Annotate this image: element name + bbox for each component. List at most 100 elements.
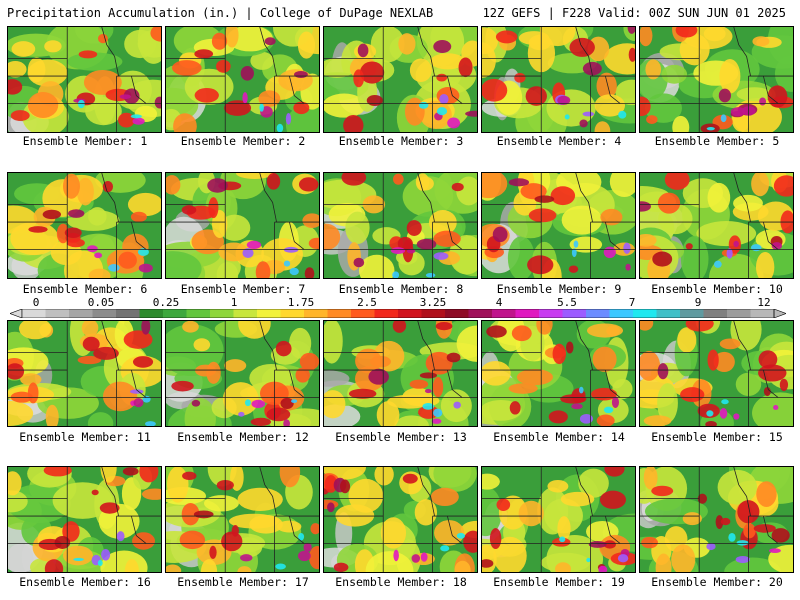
state-border-lines [640, 173, 793, 278]
colorbar-swatch [492, 309, 516, 318]
state-border-lines [482, 173, 635, 278]
precipitation-map [8, 27, 161, 132]
colorbar-swatch [609, 309, 634, 318]
colorbar-tick-label: 0.25 [152, 296, 180, 309]
state-border-lines [324, 321, 477, 426]
colorbar-min-arrow [10, 309, 23, 318]
precipitation-map [166, 27, 319, 132]
ensemble-member-label: Ensemble Member: 17 [177, 575, 309, 589]
ensemble-member-label: Ensemble Member: 8 [338, 282, 464, 296]
colorbar-swatch [750, 309, 775, 318]
colorbar-swatch [374, 309, 399, 318]
state-border-lines [640, 321, 793, 426]
colorbar-swatch [116, 309, 140, 318]
state-border-lines [166, 173, 319, 278]
precipitation-map [482, 173, 635, 278]
ensemble-member-label: Ensemble Member: 12 [177, 430, 309, 444]
ensemble-member-map [7, 172, 162, 279]
precipitation-map [166, 467, 319, 572]
ensemble-member-map [639, 320, 794, 427]
ensemble-member-map [639, 26, 794, 133]
ensemble-member-label: Ensemble Member: 7 [180, 282, 306, 296]
ensemble-member-label: Ensemble Member: 5 [654, 134, 780, 148]
precipitation-map [640, 27, 793, 132]
ensemble-member-label: Ensemble Member: 13 [335, 430, 467, 444]
colorbar-swatch [163, 309, 187, 318]
ensemble-member-label: Ensemble Member: 18 [335, 575, 467, 589]
colorbar-swatch [680, 309, 704, 318]
precipitation-map [482, 27, 635, 132]
ensemble-member-map [165, 172, 320, 279]
state-border-lines [324, 173, 477, 278]
precipitation-map [324, 173, 477, 278]
colorbar-tick-label: 3.25 [419, 296, 447, 309]
ensemble-member-map [323, 26, 478, 133]
colorbar-swatch [421, 309, 446, 318]
ensemble-member-map [7, 320, 162, 427]
colorbar-swatch [656, 309, 681, 318]
precipitation-map [166, 321, 319, 426]
colorbar-swatch [468, 309, 493, 318]
colorbar-tick-label: 2.5 [357, 296, 377, 309]
state-border-lines [166, 467, 319, 572]
ensemble-member-map [323, 172, 478, 279]
ensemble-member-label: Ensemble Member: 15 [651, 430, 783, 444]
state-border-lines [8, 321, 161, 426]
ensemble-member-map [481, 320, 636, 427]
colorbar-swatch [304, 309, 328, 318]
colorbar-swatch [703, 309, 728, 318]
colorbar-swatch [727, 309, 751, 318]
colorbar-swatch [22, 309, 46, 318]
precipitation-map [8, 321, 161, 426]
ensemble-member-label: Ensemble Member: 16 [19, 575, 151, 589]
ensemble-member-map [165, 26, 320, 133]
colorbar-swatch [210, 309, 234, 318]
precipitation-map [324, 467, 477, 572]
state-border-lines [8, 27, 161, 132]
ensemble-member-label: Ensemble Member: 9 [496, 282, 622, 296]
colorbar-swatch [233, 309, 258, 318]
ensemble-member-label: Ensemble Member: 10 [651, 282, 783, 296]
state-border-lines [482, 27, 635, 132]
colorbar-swatch [586, 309, 610, 318]
ensemble-member-map [481, 466, 636, 573]
precipitation-map [640, 321, 793, 426]
colorbar-max-arrow [773, 309, 786, 318]
colorbar-swatch [562, 309, 587, 318]
ensemble-member-map [7, 466, 162, 573]
ensemble-member-map [639, 172, 794, 279]
colorbar-swatch [69, 309, 93, 318]
colorbar-tick-label: 9 [694, 296, 702, 309]
ensemble-member-map [165, 466, 320, 573]
precipitation-map [166, 173, 319, 278]
ensemble-member-map [639, 466, 794, 573]
state-border-lines [640, 27, 793, 132]
precipitation-map [8, 173, 161, 278]
state-border-lines [640, 467, 793, 572]
ensemble-member-map [481, 172, 636, 279]
precipitation-map [324, 321, 477, 426]
ensemble-member-label: Ensemble Member: 20 [651, 575, 783, 589]
ensemble-member-label: Ensemble Member: 2 [180, 134, 306, 148]
precipitation-map [482, 467, 635, 572]
ensemble-member-map [165, 320, 320, 427]
state-border-lines [166, 321, 319, 426]
ensemble-member-label: Ensemble Member: 6 [22, 282, 148, 296]
ensemble-member-label: Ensemble Member: 11 [19, 430, 151, 444]
colorbar-swatch [186, 309, 211, 318]
colorbar-swatch [515, 309, 540, 318]
colorbar-swatch [45, 309, 70, 318]
state-border-lines [482, 321, 635, 426]
state-border-lines [324, 467, 477, 572]
colorbar-swatch [280, 309, 305, 318]
ensemble-member-label: Ensemble Member: 1 [22, 134, 148, 148]
ensemble-member-label: Ensemble Member: 4 [496, 134, 622, 148]
colorbar-swatch [445, 309, 469, 318]
state-border-lines [166, 27, 319, 132]
precipitation-map [640, 467, 793, 572]
colorbar-swatch [92, 309, 117, 318]
colorbar-swatch [633, 309, 657, 318]
colorbar-tick-label: 0.05 [87, 296, 115, 309]
colorbar-swatch [327, 309, 352, 318]
colorbar-swatch [539, 309, 563, 318]
